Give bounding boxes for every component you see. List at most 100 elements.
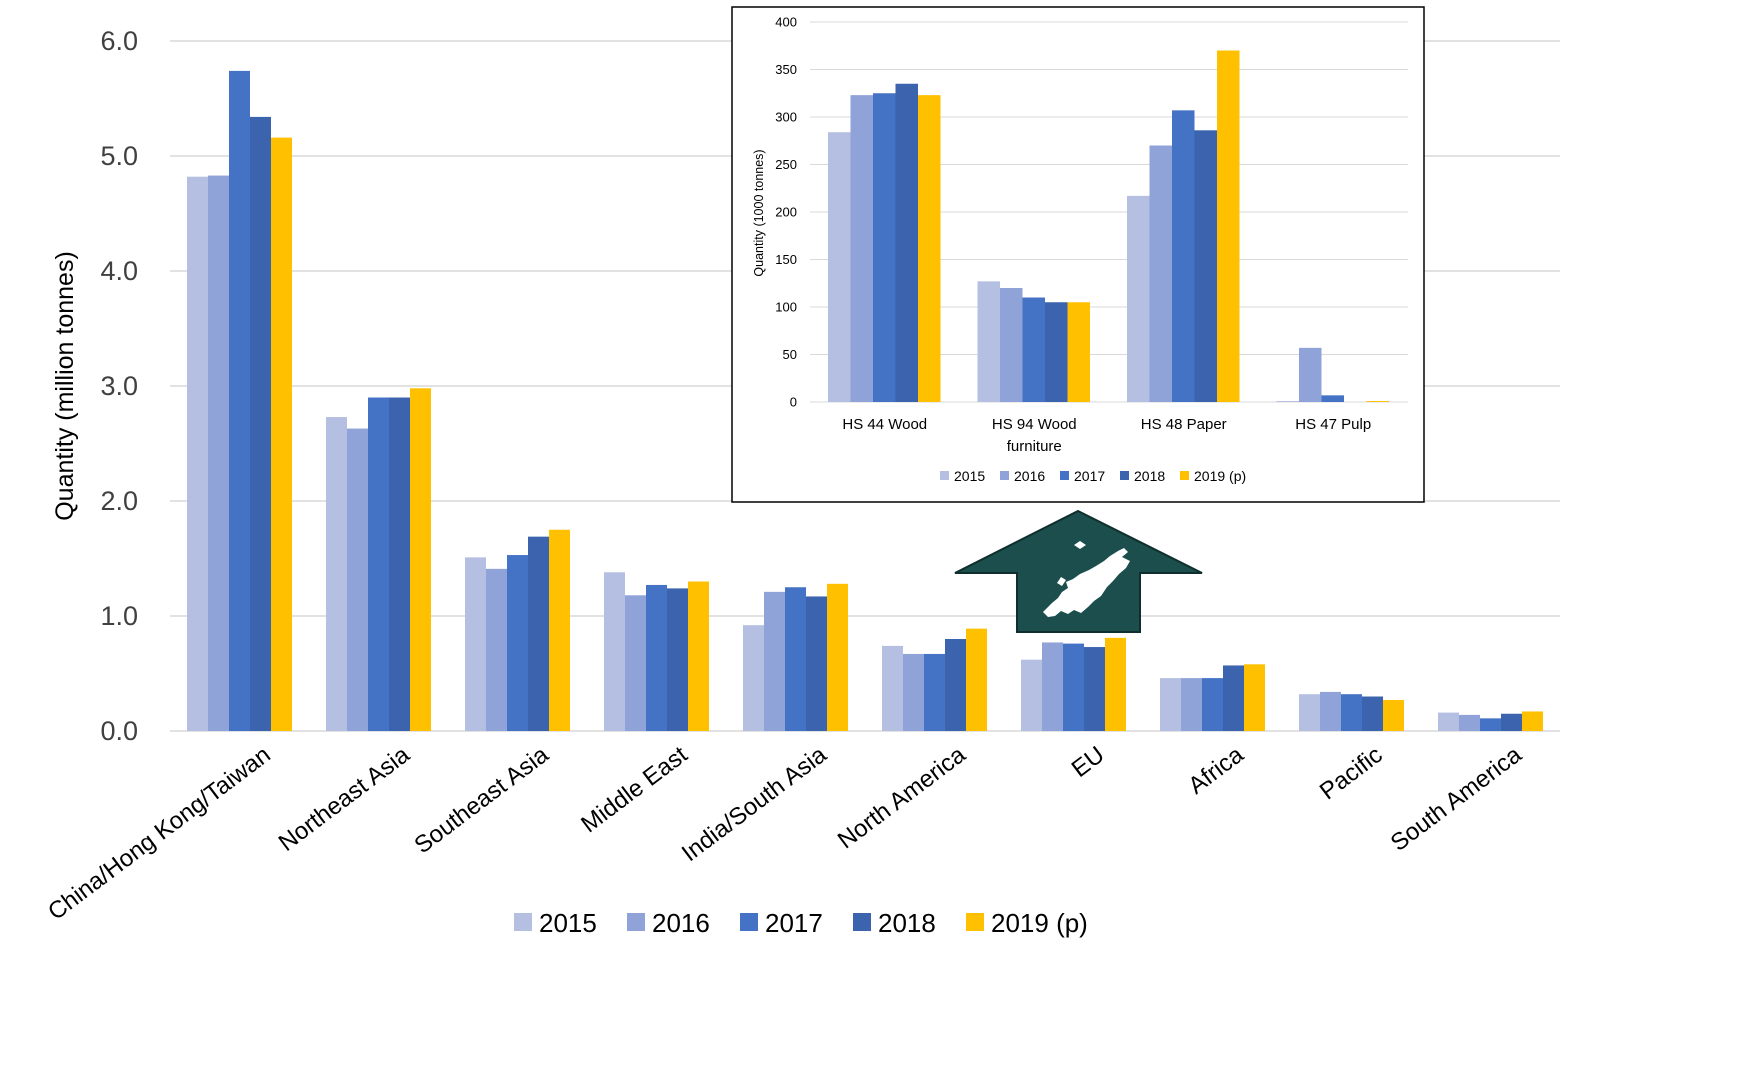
bar-china-hong-kong-taiwan-2016 <box>208 175 229 732</box>
y-tick-label: 6.0 <box>100 26 138 56</box>
bar-northeast-asia-2018 <box>389 397 410 731</box>
bar-north-america-2016 <box>903 653 924 731</box>
inset-legend-swatch-2016 <box>1000 471 1009 480</box>
inset-bar-hs-94-wood-furniture-2017 <box>1022 297 1045 402</box>
inset-legend-swatch-2019-p <box>1180 471 1189 480</box>
bar-china-hong-kong-taiwan-2015 <box>187 176 208 731</box>
inset-y-tick-label: 100 <box>775 300 797 315</box>
legend-label: 2016 <box>652 908 710 938</box>
inset-legend-label: 2019 (p) <box>1194 468 1246 484</box>
bar-middle-east-2019-p <box>688 581 709 731</box>
x-tick-label: EU <box>1067 741 1110 783</box>
legend-label: 2015 <box>539 908 597 938</box>
inset-bar-chart: 0 50 100 150 200 250 300 350 400 Quantity (1000 t… <box>731 6 1425 503</box>
inset-y-tick-label: 0 <box>790 395 797 410</box>
inset-bar-hs-48-paper-2016 <box>1149 145 1172 402</box>
bar-south-america-2017 <box>1480 718 1501 731</box>
x-tick-label: Pacific <box>1315 741 1388 805</box>
inset-bar-hs-94-wood-furniture-2019-p <box>1067 302 1090 402</box>
bar-middle-east-2016 <box>625 595 646 731</box>
legend-label: 2017 <box>765 908 823 938</box>
inset-bar-hs-47-pulp-2017 <box>1321 395 1344 402</box>
x-tick-label: China/Hong Kong/Taiwan <box>43 741 276 926</box>
bar-northeast-asia-2017 <box>368 397 389 731</box>
legend-label: 2019 (p) <box>991 908 1088 938</box>
inset-bar-hs-48-paper-2017 <box>1172 110 1195 402</box>
bar-southeast-asia-2016 <box>486 568 507 731</box>
inset-bar-hs-44-wood-2018 <box>895 83 918 402</box>
bar-africa-2017 <box>1202 678 1223 731</box>
legend-swatch-2017 <box>740 913 758 931</box>
bar-middle-east-2017 <box>646 584 667 731</box>
bar-india-south-asia-2016 <box>764 591 785 731</box>
inset-bar-hs-44-wood-2016 <box>850 95 873 403</box>
bar-north-america-2017 <box>924 653 945 731</box>
inset-y-tick-label: 350 <box>775 62 797 77</box>
y-tick-label: 3.0 <box>100 371 138 401</box>
bar-africa-2019-p <box>1244 664 1265 731</box>
bar-india-south-asia-2015 <box>743 625 764 731</box>
bar-south-america-2015 <box>1438 712 1459 731</box>
inset-bar-hs-94-wood-furniture-2015 <box>977 281 1000 402</box>
x-tick-label: Southeast Asia <box>409 741 554 859</box>
inset-bar-hs-47-pulp-2016 <box>1299 347 1322 402</box>
bar-china-hong-kong-taiwan-2019-p <box>271 137 292 732</box>
inset-x-tick-label: HS 94 Wood <box>992 416 1077 433</box>
y-tick-label: 2.0 <box>100 486 138 516</box>
x-tick-label: South America <box>1386 741 1527 857</box>
bar-eu-2016 <box>1042 642 1063 731</box>
x-tick-label: Middle East <box>576 741 693 838</box>
bar-south-america-2016 <box>1459 714 1480 731</box>
bar-africa-2016 <box>1181 678 1202 731</box>
inset-y-tick-label: 150 <box>775 252 797 267</box>
bar-china-hong-kong-taiwan-2017 <box>229 70 250 731</box>
bar-pacific-2018 <box>1362 696 1383 731</box>
bar-south-america-2019-p <box>1522 711 1543 731</box>
bar-eu-2018 <box>1084 647 1105 731</box>
inset-legend-label: 2017 <box>1074 468 1105 484</box>
bar-middle-east-2015 <box>604 572 625 731</box>
bar-northeast-asia-2016 <box>347 428 368 731</box>
y-tick-label: 5.0 <box>100 141 138 171</box>
y-tick-label: 1.0 <box>100 601 138 631</box>
bar-india-south-asia-2017 <box>785 587 806 731</box>
bar-north-america-2019-p <box>966 628 987 731</box>
inset-x-tick-label: HS 47 Pulp <box>1295 416 1371 433</box>
bar-southeast-asia-2018 <box>528 536 549 731</box>
inset-bar-hs-48-paper-2015 <box>1127 195 1150 402</box>
legend-swatch-2018 <box>853 913 871 931</box>
inset-legend-swatch-2015 <box>940 471 949 480</box>
inset-bar-hs-44-wood-2017 <box>873 93 896 402</box>
bar-south-america-2018 <box>1501 713 1522 731</box>
bar-north-america-2018 <box>945 639 966 731</box>
bar-china-hong-kong-taiwan-2018 <box>250 116 271 731</box>
bar-eu-2015 <box>1021 659 1042 731</box>
up-arrow-icon <box>954 509 1203 633</box>
bar-northeast-asia-2015 <box>326 417 347 731</box>
inset-y-axis-label: Quantity (1000 tonnes) <box>752 149 766 276</box>
bar-eu-2017 <box>1063 643 1084 731</box>
bar-pacific-2017 <box>1341 694 1362 731</box>
inset-y-tick-label: 300 <box>775 110 797 125</box>
inset-bar-hs-44-wood-2015 <box>828 132 851 402</box>
inset-legend-label: 2018 <box>1134 468 1165 484</box>
x-tick-label: Northeast Asia <box>274 741 415 857</box>
inset-legend-swatch-2017 <box>1060 471 1069 480</box>
legend-label: 2018 <box>878 908 936 938</box>
bar-india-south-asia-2019-p <box>827 583 848 731</box>
inset-y-tick-label: 50 <box>783 347 797 362</box>
inset-y-tick-label: 400 <box>775 15 797 30</box>
inset-legend-label: 2015 <box>954 468 985 484</box>
bar-eu-2019-p <box>1105 637 1126 731</box>
inset-x-tick-label: furniture <box>1007 438 1062 455</box>
legend-swatch-2019-p <box>966 913 984 931</box>
inset-y-tick-label: 250 <box>775 157 797 172</box>
inset-bar-hs-48-paper-2019-p <box>1217 50 1240 402</box>
inset-bar-hs-47-pulp-2019-p <box>1366 401 1389 402</box>
x-tick-label: North America <box>833 741 971 854</box>
y-tick-label: 0.0 <box>100 716 138 746</box>
y-axis-label: Quantity (million tonnes) <box>51 251 79 521</box>
x-tick-label: India/South Asia <box>677 741 832 867</box>
